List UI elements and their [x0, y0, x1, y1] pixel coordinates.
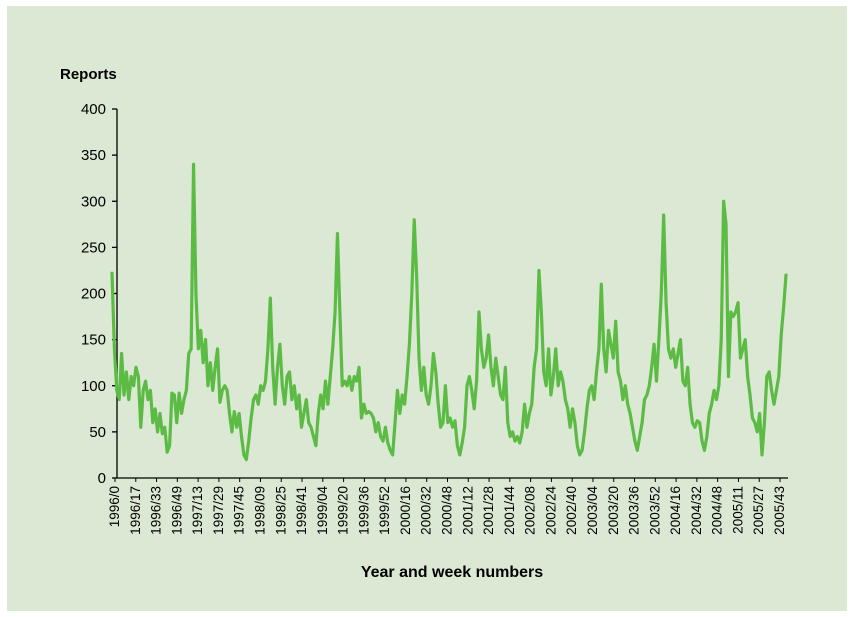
- y-tick-label: 150: [81, 332, 106, 349]
- x-tick-label: 2003/52: [647, 486, 662, 535]
- x-axis-title: Year and week numbers: [361, 564, 543, 581]
- x-axis: 1996/0 1996/17 1996/33 1996/49 1997/13 1997/2…: [107, 477, 788, 535]
- chart-panel: Reports 0 50 100 150 200 250 300 350 400 1996/0 1…: [7, 6, 847, 611]
- x-tick-label: 2002/40: [564, 486, 579, 535]
- x-tick-label: 2004/16: [668, 486, 683, 535]
- y-axis: 0 50 100 150 200 250 300 350 400: [81, 101, 118, 487]
- x-tick-label: 1996/49: [169, 486, 184, 535]
- x-tick-label: 2000/16: [398, 486, 413, 535]
- x-tick-label: 1996/0: [107, 486, 122, 527]
- x-tick-label: 1999/36: [356, 486, 371, 535]
- x-tick-label: 2004/48: [710, 486, 725, 535]
- x-tick-label: 1997/13: [190, 486, 205, 535]
- y-tick-label: 250: [81, 239, 106, 256]
- y-tick-label: 300: [81, 193, 106, 210]
- x-tick-label: 2005/27: [751, 486, 766, 535]
- x-tick-label: 2003/20: [606, 486, 621, 535]
- y-axis-title: Reports: [60, 66, 117, 83]
- x-tick-label: 1999/52: [377, 486, 392, 535]
- x-tick-label: 2000/32: [419, 486, 434, 535]
- x-tick-label: 1997/29: [211, 486, 226, 535]
- x-tick-label: 1998/25: [273, 486, 288, 535]
- y-tick-label: 350: [81, 147, 106, 164]
- x-tick-label: 2003/36: [627, 486, 642, 535]
- x-tick-label: 2001/28: [481, 486, 496, 535]
- x-tick-label: 2003/04: [585, 486, 600, 535]
- x-tick-label: 2002/08: [523, 486, 538, 535]
- x-tick-label: 2000/48: [440, 486, 455, 535]
- x-tick-label: 2005/43: [772, 486, 787, 535]
- x-tick-label: 1999/20: [336, 486, 351, 535]
- y-tick-label: 0: [98, 470, 106, 487]
- y-tick-label: 100: [81, 378, 106, 395]
- x-tick-label: 2005/11: [730, 486, 745, 534]
- x-tick-label: 1998/41: [294, 486, 309, 535]
- series-line: [110, 162, 788, 462]
- x-tick-label: 1996/17: [128, 486, 143, 535]
- x-tick-label: 2001/44: [502, 486, 517, 535]
- y-tick-label: 400: [81, 101, 106, 118]
- x-tick-label: 2002/24: [543, 486, 558, 535]
- x-tick-label: 1999/04: [315, 486, 330, 535]
- x-tick-label: 1998/09: [252, 486, 267, 535]
- x-tick-label: 1996/33: [149, 486, 164, 535]
- x-tick-label: 2004/32: [689, 486, 704, 535]
- x-tick-label: 1997/45: [232, 486, 247, 535]
- y-tick-label: 200: [81, 286, 106, 303]
- y-tick-label: 50: [89, 424, 106, 441]
- x-tick-label: 2001/12: [460, 486, 475, 535]
- series-layer: [110, 162, 788, 462]
